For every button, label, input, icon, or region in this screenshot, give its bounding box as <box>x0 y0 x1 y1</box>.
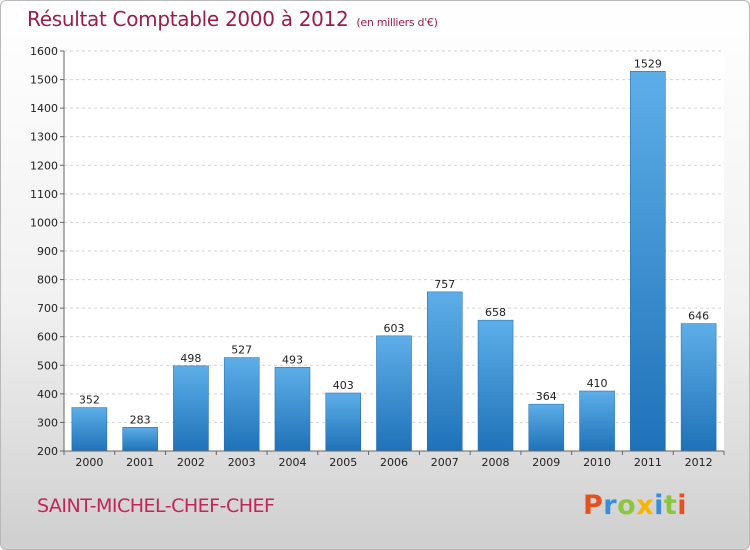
y-tick-label: 800 <box>37 274 58 287</box>
bar-2012 <box>680 323 717 452</box>
data-labels: 352 283 498 527 493 403 603 757 658 364 410 1529 646 <box>79 57 709 426</box>
data-label-2002: 498 <box>180 352 201 365</box>
bar-2003 <box>223 357 260 452</box>
x-tick-label: 2009 <box>532 456 560 469</box>
y-tick-label: 500 <box>37 359 58 372</box>
bar-2001 <box>122 427 158 452</box>
data-label-2009: 364 <box>536 390 557 403</box>
y-tick-label: 1500 <box>30 74 58 87</box>
y-axis-ticks: 200 300 400 500 600 700 800 900 1000 1100 1200 1300… <box>30 45 64 458</box>
y-tick-label: 200 <box>37 445 58 458</box>
logo-letter: i <box>654 490 664 521</box>
y-tick-label: 1000 <box>30 216 58 229</box>
x-tick-label: 2012 <box>685 456 713 469</box>
x-tick-label: 2011 <box>634 456 662 469</box>
x-tick-label: 2008 <box>482 456 510 469</box>
x-tick-label: 2010 <box>583 456 611 469</box>
y-tick-label: 900 <box>37 245 58 258</box>
data-label-2008: 658 <box>485 306 506 319</box>
chart-title: Résultat Comptable 2000 à 2012 (en millie… <box>27 7 438 31</box>
data-label-2010: 410 <box>587 377 608 390</box>
chart-title-text: Résultat Comptable 2000 à 2012 <box>27 7 349 31</box>
x-tick-label: 2002 <box>177 456 205 469</box>
data-label-2006: 603 <box>384 322 405 335</box>
data-label-2001: 283 <box>130 413 151 426</box>
bar-2004 <box>274 367 311 452</box>
y-tick-label: 1100 <box>30 188 58 201</box>
data-label-2005: 403 <box>333 379 354 392</box>
x-tick-label: 2005 <box>329 456 357 469</box>
x-tick-label: 2003 <box>228 456 256 469</box>
bars <box>71 71 717 452</box>
x-tick-label: 2006 <box>380 456 408 469</box>
y-tick-label: 600 <box>37 331 58 344</box>
logo-letter: i <box>677 490 688 521</box>
y-tick-label: 300 <box>37 416 58 429</box>
bar-2000 <box>71 407 108 452</box>
data-label-2007: 757 <box>434 278 455 291</box>
bar-2005 <box>325 392 361 452</box>
bar-2009 <box>528 403 565 452</box>
x-tick-label: 2000 <box>75 456 103 469</box>
y-tick-label: 1300 <box>30 131 58 144</box>
x-tick-label: 2004 <box>278 456 306 469</box>
bar-2006 <box>376 335 412 452</box>
bar-2007 <box>427 291 463 452</box>
data-label-2004: 493 <box>282 353 303 366</box>
data-label-2000: 352 <box>79 394 100 407</box>
bar-2011 <box>630 71 666 452</box>
y-tick-label: 700 <box>37 302 58 315</box>
y-tick-label: 1200 <box>30 159 58 172</box>
x-axis-ticks: 2000 2001 2002 2003 2004 2005 2006 2007 2008 2009… <box>63 451 725 469</box>
logo-letter: x <box>636 490 655 521</box>
logo-letter: t <box>663 490 678 521</box>
data-label-2003: 527 <box>231 344 252 357</box>
chart-subtitle: (en milliers d'€) <box>356 16 438 29</box>
x-tick-label: 2001 <box>126 456 154 469</box>
bar-2010 <box>579 390 615 452</box>
bar-2008 <box>477 319 514 452</box>
data-label-2012: 646 <box>688 310 709 323</box>
city-name: SAINT-MICHEL-CHEF-CHEF <box>37 495 275 517</box>
y-tick-label: 400 <box>37 388 58 401</box>
y-tick-label: 1400 <box>30 102 58 115</box>
bar-2002 <box>173 365 209 452</box>
logo-letter: o <box>617 490 637 521</box>
proxiti-logo: Proxiti <box>583 490 687 521</box>
logo-letter: P <box>583 490 604 521</box>
logo-letter: r <box>603 490 618 521</box>
y-tick-label: 1600 <box>30 45 58 58</box>
x-tick-label: 2007 <box>431 456 459 469</box>
data-label-2011: 1529 <box>634 57 662 70</box>
